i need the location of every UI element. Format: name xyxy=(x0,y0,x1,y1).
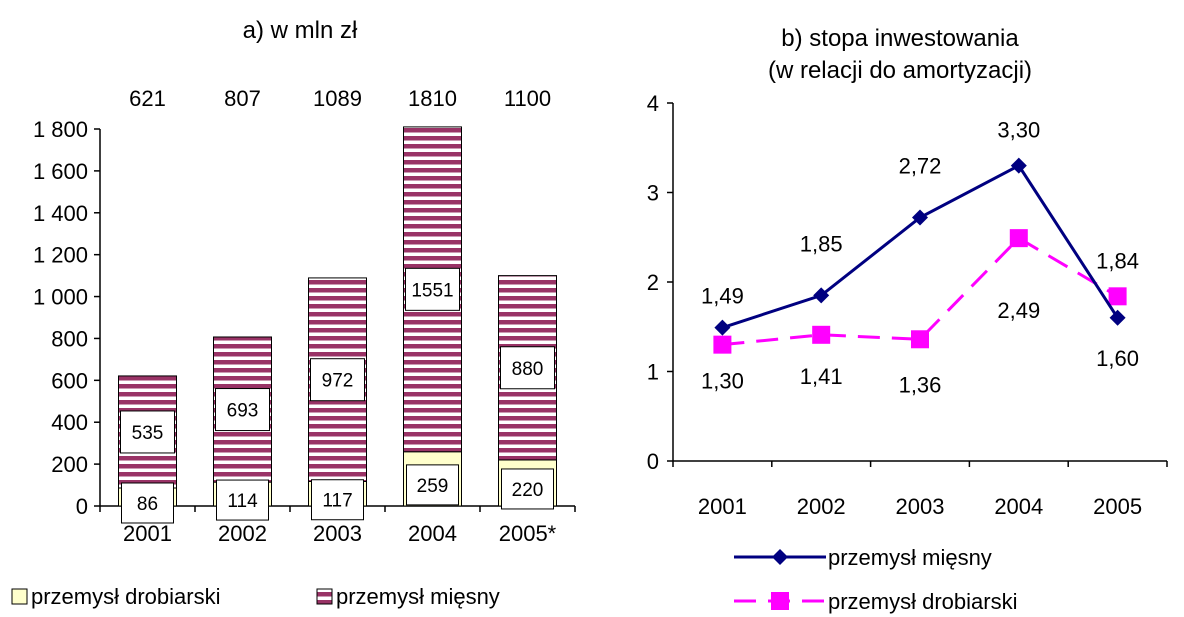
legend-label-meat: przemysł mięsny xyxy=(828,545,992,570)
marker-poultry xyxy=(1009,229,1028,248)
marker-poultry xyxy=(812,325,831,344)
chart-a-y-tick-label: 1 600 xyxy=(33,159,88,184)
chart-a-y-tick-label: 400 xyxy=(51,410,88,435)
marker-meat xyxy=(714,319,731,336)
chart-a-y-tick-label: 1 000 xyxy=(33,285,88,310)
chart-a-x-tick-label: 2001 xyxy=(123,521,172,546)
data-label-box-poultry xyxy=(406,464,459,506)
chart-b-x-tick-label: 2005 xyxy=(1093,494,1142,519)
legend-swatch-poultry xyxy=(11,588,28,605)
marker-meat xyxy=(1109,309,1126,326)
chart-b-x-tick-label: 2004 xyxy=(994,494,1043,519)
data-label-box-poultry xyxy=(501,468,554,510)
line-meat xyxy=(721,163,1119,330)
chart-a-y-tick-label: 600 xyxy=(51,368,88,393)
data-label-poultry: 86 xyxy=(137,494,158,515)
data-label-poultry: 2,49 xyxy=(997,298,1040,323)
chart-a-x-tick-label: 2003 xyxy=(313,521,362,546)
data-label-meat: 972 xyxy=(322,371,354,392)
chart-a-x-tick-label: 2004 xyxy=(408,521,457,546)
chart-b-subtitle: (w relacji do amortyzacji) xyxy=(767,57,1033,84)
chart-b-panel: b) stopa inwestowania (w relacji do amor… xyxy=(590,0,1184,617)
chart-b-y-tick-label: 2 xyxy=(647,270,659,295)
data-label-poultry: 220 xyxy=(512,480,544,501)
marker-poultry xyxy=(1108,287,1127,306)
data-label-box-meat xyxy=(405,267,460,311)
chart-a-title: a) w mln zł xyxy=(242,17,358,44)
data-label-poultry: 1,36 xyxy=(899,372,942,397)
legend-label-meat: przemysł mięsny xyxy=(336,584,500,609)
data-label-meat: 1,85 xyxy=(800,231,843,256)
chart-b-title: b) stopa inwestowania xyxy=(781,25,1019,52)
data-label-meat: 2,72 xyxy=(899,154,942,179)
data-label-meat: 1551 xyxy=(411,280,453,301)
marker-poultry xyxy=(911,330,929,349)
legend-label-poultry: przemysł drobiarski xyxy=(828,589,1018,614)
data-label-meat: 1,49 xyxy=(701,284,744,309)
chart-b-x-tick-label: 2003 xyxy=(896,494,945,519)
data-label-poultry: 1,41 xyxy=(800,364,843,389)
marker-poultry xyxy=(713,335,732,354)
legend-marker-meat xyxy=(772,549,788,565)
chart-a-y-tick-label: 200 xyxy=(51,452,88,477)
bar-total-label: 1100 xyxy=(504,86,551,111)
legend-label-poultry: przemysł drobiarski xyxy=(31,584,221,609)
data-label-meat: 535 xyxy=(132,423,164,444)
marker-meat xyxy=(1010,157,1027,174)
chart-b-y-tick-label: 3 xyxy=(647,181,659,206)
data-label-box-meat xyxy=(215,388,270,432)
data-label-meat: 3,30 xyxy=(997,118,1040,143)
data-label-poultry: 1,84 xyxy=(1096,248,1139,273)
data-label-box-poultry xyxy=(121,482,174,524)
chart-a-svg: 0 200 400 600 800 1 000 1 200 1 400 1 600 1 800 2… xyxy=(11,86,576,609)
chart-b-y-tick-label: 0 xyxy=(647,449,659,474)
data-label-poultry: 117 xyxy=(322,491,352,512)
legend-swatch-meat xyxy=(316,588,333,605)
bar-total-label: 1810 xyxy=(408,86,457,111)
chart-b-x-tick-label: 2002 xyxy=(797,494,846,519)
data-label-box-poultry xyxy=(216,479,269,521)
marker-meat xyxy=(813,287,830,304)
data-label-poultry: 114 xyxy=(227,491,258,512)
data-label-box-meat xyxy=(500,346,555,390)
data-label-meat: 880 xyxy=(512,359,544,380)
data-label-box-meat xyxy=(310,358,365,402)
data-label-poultry: 259 xyxy=(417,476,449,497)
line-poultry xyxy=(722,236,1119,347)
data-label-meat: 693 xyxy=(227,401,259,422)
chart-a-y-tick-label: 1 400 xyxy=(33,201,88,226)
chart-a-y-tick-label: 800 xyxy=(51,326,88,351)
data-label-box-poultry xyxy=(311,479,364,521)
chart-a-y-tick-label: 1 800 xyxy=(33,117,88,142)
chart-b-x-tick-label: 2001 xyxy=(698,494,747,519)
chart-b-svg: 0 1 2 3 4 2001 2002 2003 2004 2005 1,49 1,85 2,72 3,… xyxy=(647,91,1168,614)
bar-total-label: 1089 xyxy=(313,86,362,111)
chart-b-y-tick-label: 4 xyxy=(647,91,659,116)
marker-meat xyxy=(912,209,928,226)
legend-marker-poultry xyxy=(771,592,789,610)
chart-a-panel: a) w mln zł 0 200 400 600 800 1 000 1 200 1 400… xyxy=(0,0,590,617)
chart-a-x-tick-label: 2005* xyxy=(499,521,557,546)
chart-a-x-tick-label: 2002 xyxy=(218,521,267,546)
chart-b-y-tick-label: 1 xyxy=(647,360,659,385)
bar-total-label: 621 xyxy=(129,86,166,111)
data-label-poultry: 1,30 xyxy=(701,369,744,394)
data-label-meat: 1,60 xyxy=(1096,346,1139,371)
chart-a-y-tick-label: 0 xyxy=(76,494,88,519)
data-label-box-meat xyxy=(120,410,175,454)
bar-total-label: 807 xyxy=(224,86,261,111)
chart-a-y-tick-label: 1 200 xyxy=(33,243,88,268)
